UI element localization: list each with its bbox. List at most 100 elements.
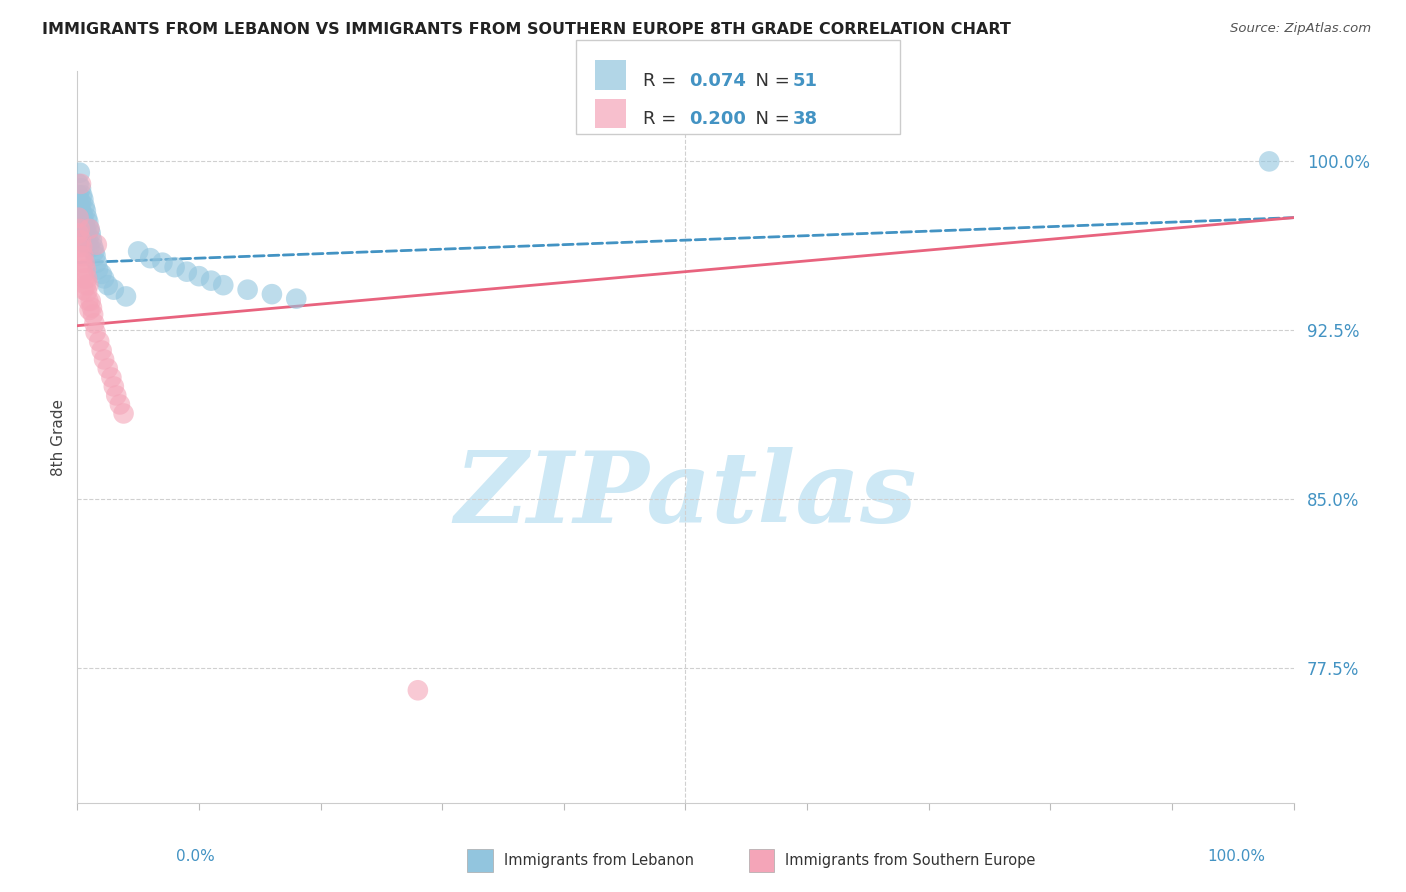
Point bbox=[163, 260, 186, 275]
Point bbox=[77, 293, 100, 308]
Text: Immigrants from Southern Europe: Immigrants from Southern Europe bbox=[785, 854, 1036, 868]
Point bbox=[75, 262, 97, 277]
Point bbox=[87, 262, 110, 277]
Point bbox=[285, 292, 308, 306]
Point bbox=[139, 251, 162, 265]
Point bbox=[80, 301, 103, 315]
Point bbox=[70, 218, 93, 232]
Point bbox=[79, 302, 101, 317]
Point bbox=[90, 267, 112, 281]
Text: R =: R = bbox=[643, 111, 682, 128]
Point bbox=[103, 379, 125, 393]
Point bbox=[188, 269, 211, 284]
Point bbox=[73, 199, 96, 213]
Point bbox=[93, 271, 115, 285]
Point bbox=[73, 271, 96, 285]
Point bbox=[76, 271, 98, 285]
Point bbox=[72, 227, 94, 241]
Point bbox=[73, 218, 96, 232]
Text: Source: ZipAtlas.com: Source: ZipAtlas.com bbox=[1230, 22, 1371, 36]
Point bbox=[236, 283, 259, 297]
Point bbox=[260, 287, 283, 301]
Point bbox=[67, 188, 90, 202]
Point bbox=[70, 233, 93, 247]
Text: 100.0%: 100.0% bbox=[1208, 849, 1265, 864]
Point bbox=[1258, 154, 1281, 169]
Text: 0.074: 0.074 bbox=[689, 72, 745, 90]
Text: 0.200: 0.200 bbox=[689, 111, 745, 128]
Point bbox=[76, 227, 98, 241]
Point bbox=[77, 215, 100, 229]
Point bbox=[152, 255, 174, 269]
Point bbox=[72, 211, 94, 225]
Point bbox=[79, 240, 101, 254]
Text: 38: 38 bbox=[793, 111, 818, 128]
Text: N =: N = bbox=[744, 72, 796, 90]
Text: ZIPatlas: ZIPatlas bbox=[454, 448, 917, 544]
Point bbox=[67, 211, 90, 225]
Point bbox=[112, 407, 135, 421]
Text: IMMIGRANTS FROM LEBANON VS IMMIGRANTS FROM SOUTHERN EUROPE 8TH GRADE CORRELATION: IMMIGRANTS FROM LEBANON VS IMMIGRANTS FR… bbox=[42, 22, 1011, 37]
Point bbox=[72, 283, 94, 297]
Point bbox=[83, 317, 105, 331]
Point bbox=[79, 222, 101, 236]
Point bbox=[70, 206, 93, 220]
Point bbox=[212, 278, 235, 293]
Point bbox=[127, 244, 149, 259]
Point bbox=[82, 307, 104, 321]
Point bbox=[115, 289, 138, 303]
Point bbox=[69, 240, 91, 254]
Point bbox=[200, 274, 222, 288]
Point bbox=[86, 237, 108, 252]
Y-axis label: 8th Grade: 8th Grade bbox=[51, 399, 66, 475]
Point bbox=[86, 255, 108, 269]
Point bbox=[72, 249, 94, 263]
Point bbox=[103, 283, 125, 297]
Point bbox=[77, 278, 100, 293]
Point bbox=[75, 237, 97, 252]
Point bbox=[108, 397, 131, 411]
Point bbox=[76, 211, 98, 225]
Point bbox=[70, 188, 93, 202]
Point bbox=[80, 233, 103, 247]
Point bbox=[75, 203, 97, 218]
Point bbox=[70, 181, 93, 195]
Point bbox=[70, 203, 93, 218]
Point bbox=[72, 267, 94, 281]
Text: Immigrants from Lebanon: Immigrants from Lebanon bbox=[503, 854, 695, 868]
Text: R =: R = bbox=[643, 72, 682, 90]
Point bbox=[70, 222, 93, 236]
Point bbox=[90, 343, 112, 358]
Point bbox=[75, 278, 97, 293]
Point bbox=[76, 285, 98, 299]
Point bbox=[70, 240, 93, 254]
Point bbox=[93, 352, 115, 367]
Point bbox=[67, 227, 90, 241]
Point bbox=[80, 227, 103, 241]
Point bbox=[75, 222, 97, 236]
Text: N =: N = bbox=[744, 111, 796, 128]
Point bbox=[70, 194, 93, 209]
Point bbox=[83, 244, 105, 259]
Point bbox=[100, 370, 122, 384]
Point bbox=[69, 166, 91, 180]
Point bbox=[69, 199, 91, 213]
Point bbox=[176, 265, 198, 279]
Point bbox=[73, 255, 96, 269]
Point bbox=[89, 334, 111, 349]
Point bbox=[70, 177, 93, 191]
Point bbox=[77, 233, 100, 247]
Point bbox=[97, 361, 120, 376]
Point bbox=[70, 249, 93, 263]
Point bbox=[97, 278, 120, 293]
Point bbox=[73, 233, 96, 247]
Point bbox=[82, 240, 104, 254]
Point bbox=[70, 255, 93, 269]
Point bbox=[69, 222, 91, 236]
Point bbox=[84, 326, 107, 340]
Text: 0.0%: 0.0% bbox=[176, 849, 215, 864]
Text: 51: 51 bbox=[793, 72, 818, 90]
Point bbox=[67, 177, 90, 191]
Point bbox=[84, 249, 107, 263]
Point bbox=[79, 222, 101, 236]
